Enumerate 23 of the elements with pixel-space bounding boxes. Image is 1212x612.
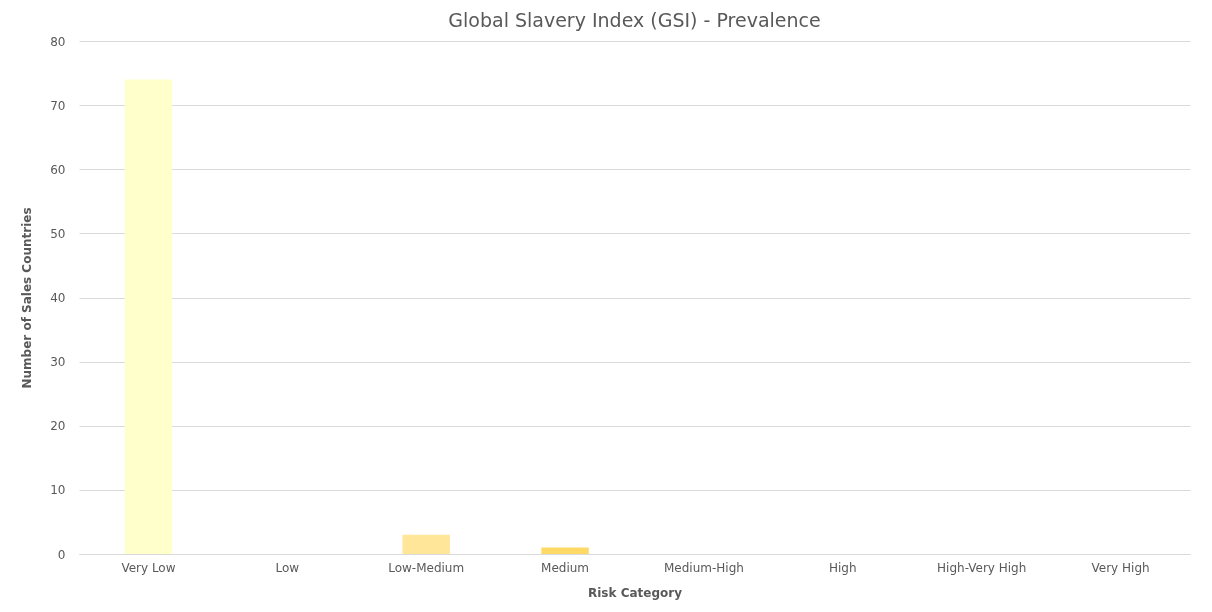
y-tick-label: 20 <box>50 419 66 434</box>
x-tick-label: Very Low <box>121 560 176 575</box>
y-tick-label: 70 <box>50 98 66 113</box>
y-tick-label: 50 <box>50 226 66 241</box>
x-tick-label: Medium-High <box>663 560 744 575</box>
chart-title: Global Slavery Index (GSI) - Prevalence <box>448 9 821 31</box>
x-tick-label: Very High <box>1091 560 1150 575</box>
x-tick-label: Low-Medium <box>388 560 465 575</box>
y-tick-label: 10 <box>50 483 66 498</box>
y-tick-label: 30 <box>50 355 66 370</box>
y-tick-label: 0 <box>57 547 66 562</box>
y-tick-label: 40 <box>50 291 66 305</box>
bar <box>541 547 589 554</box>
y-tick-label: 60 <box>50 162 66 177</box>
y-axis-title: Number of Sales Countries <box>20 207 35 389</box>
bar <box>402 534 450 554</box>
x-tick-label: Medium <box>541 560 590 575</box>
x-tick-label: Low <box>275 560 300 575</box>
y-tick-label: 80 <box>50 34 66 49</box>
x-axis-title: Risk Category <box>587 585 683 600</box>
x-tick-label: High-Very High <box>937 560 1027 575</box>
x-tick-label: High <box>829 560 857 575</box>
bar <box>124 79 173 554</box>
